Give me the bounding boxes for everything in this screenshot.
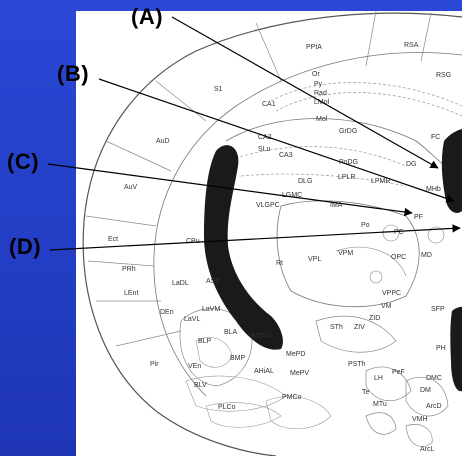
region-label: SLu [258,146,271,153]
region-label: SFP [431,306,445,313]
region-label: Rt [276,260,283,267]
region-label: CA3 [279,152,293,159]
region-label: PSTh [348,361,366,368]
region-label: RSA [404,42,419,49]
region-label: Or [312,71,320,78]
callout-label-a: (A) [131,4,164,29]
region-label: PRh [122,266,136,273]
region-label: PH [436,345,446,352]
cortex-outline [82,12,462,456]
region-label: DEn [160,309,174,316]
region-label: FC [431,134,440,141]
region-label: Pir [150,361,159,368]
arrow-c [47,163,413,217]
region-label: S1 [214,86,223,93]
region-label: CPu [186,238,200,245]
arrow-b [98,78,455,203]
region-label: PC [394,229,404,236]
lateral-ventricle [204,145,283,350]
region-label: MTu [373,401,387,408]
region-label: AHiAL [254,368,274,375]
region-label: GrDG [339,128,357,135]
region-label: AStr [206,278,220,285]
region-label: LaVL [184,316,200,323]
third-ventricle [441,129,462,213]
region-label: MePD [286,351,305,358]
region-label: CA1 [262,101,276,108]
region-label: AuD [156,138,170,145]
region-label: OPC [391,254,406,261]
region-label: PPtA [306,44,322,51]
region-label: RSG [436,72,451,79]
region-label: DM [420,387,431,394]
region-label: IMA [330,202,343,209]
region-label: VPPC [382,290,401,297]
region-label: PF [414,214,423,221]
region-label: VM [381,303,392,310]
region-label: CA2 [258,134,272,141]
region-label: Py [314,81,323,88]
arrow-a [171,16,439,169]
region-label: BSTIA [251,333,272,340]
region-label: ArcL [420,446,435,453]
region-label: Mol [316,116,328,123]
region-label: VPL [308,256,321,263]
region-label: STh [330,324,343,331]
region-label: BLV [194,382,207,389]
region-label: DG [406,161,417,168]
region-label: BLA [224,329,238,336]
arrow-d [49,224,461,251]
region-label: LaDL [172,280,189,287]
region-label: VMH [412,416,428,423]
region-label: VPM [338,250,353,257]
region-label: Rad [314,90,327,97]
region-label: DMC [426,375,442,382]
region-label: PMCo [282,394,302,401]
region-label: LH [374,375,383,382]
region-label: ZID [369,315,380,322]
region-label: LPLR [338,174,356,181]
region-label: BMP [230,355,246,362]
region-label: VLGPC [256,202,280,209]
callout-label-d: (D) [9,234,42,259]
region-label: PeF [392,369,405,376]
region-label: MD [421,252,432,259]
region-label: ZIV [354,324,365,331]
callout-label-b: (B) [57,61,90,86]
brain-atlas-section: PPtA RSA RSG S1 AuD AuV Ect PRh LEnt Pir… [76,11,462,456]
region-label: MHb [426,186,441,193]
region-label: LEnt [124,290,138,297]
region-label: VEn [188,363,201,370]
atlas-drawing: PPtA RSA RSG S1 AuD AuV Ect PRh LEnt Pir… [82,11,462,456]
region-label: Te [362,389,370,396]
region-label: PLCo [218,404,236,411]
region-label: MePV [290,370,309,377]
callout-label-c: (C) [7,149,40,174]
region-label: LPMR [371,178,390,185]
cortex-inner-boundary [153,52,462,397]
region-label: BLP [198,338,212,345]
region-label: AuV [124,184,138,191]
region-label: PoDG [339,159,358,166]
region-label: LGMC [282,192,302,199]
region-label: LaVM [202,306,220,313]
region-label: DLG [298,178,312,185]
region-label: ArcD [426,403,442,410]
region-label: Po [361,222,370,229]
region-label: Ect [108,236,118,243]
